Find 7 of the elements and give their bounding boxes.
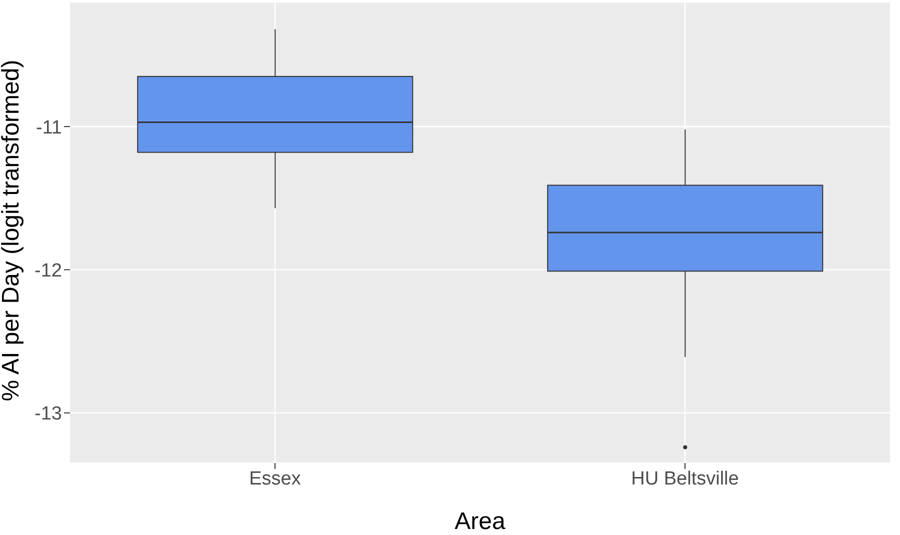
y-tick-label: -11 bbox=[36, 117, 62, 138]
x-tick-label: Essex bbox=[249, 468, 302, 490]
y-axis-title: % AI per Day (logit transformed) bbox=[0, 60, 25, 402]
y-tick-label: -13 bbox=[34, 404, 62, 425]
x-axis-title: Area bbox=[454, 508, 506, 535]
x-tick-label: HU Beltsville bbox=[631, 468, 739, 490]
y-tick-label: -12 bbox=[34, 260, 62, 282]
